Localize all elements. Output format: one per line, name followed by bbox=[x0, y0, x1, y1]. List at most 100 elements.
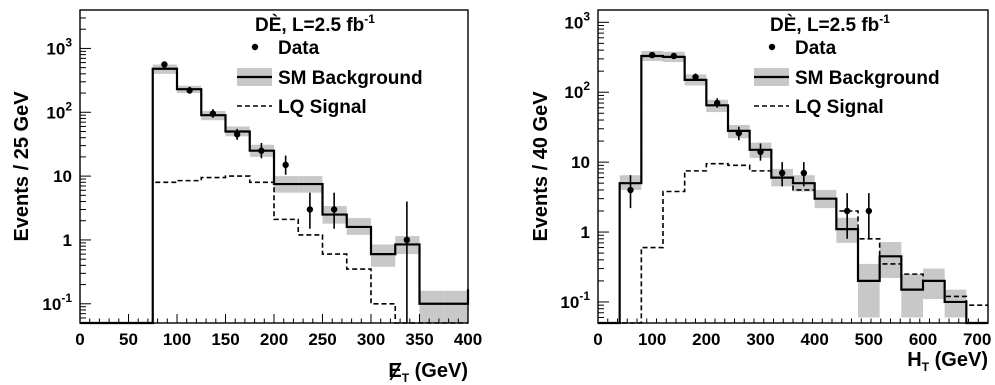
data-point bbox=[670, 52, 678, 60]
bkg-band-bin bbox=[923, 268, 945, 300]
background-line bbox=[80, 67, 470, 325]
y-tick-label: 10-1 bbox=[42, 291, 72, 314]
y-tick-base: 10 bbox=[53, 167, 72, 186]
x-tick-label: 0 bbox=[593, 330, 602, 349]
data-point bbox=[186, 87, 193, 94]
background-line bbox=[598, 54, 988, 325]
legend-title: DÈ, L=2.5 fb-1 bbox=[770, 12, 890, 36]
data-point bbox=[648, 51, 656, 59]
data-point bbox=[865, 207, 873, 215]
x-tick-label: 600 bbox=[909, 330, 937, 349]
legend-data-marker bbox=[251, 43, 259, 51]
legend-title: DÈ, L=2.5 fb-1 bbox=[255, 12, 375, 36]
y-tick-base: 10 bbox=[560, 293, 579, 312]
x-tick-label: 300 bbox=[357, 330, 385, 349]
x-axis-label-main: H bbox=[907, 349, 921, 371]
bkg-band-bin bbox=[371, 244, 396, 267]
x-tick-label: 0 bbox=[75, 330, 84, 349]
x-tick-label: 300 bbox=[746, 330, 774, 349]
y-tick-label: 102 bbox=[564, 79, 590, 102]
data-point bbox=[627, 186, 634, 194]
data-point bbox=[735, 129, 743, 137]
y-axis-label: Events / 25 GeV bbox=[11, 91, 33, 242]
y-tick-exponent: 3 bbox=[65, 35, 72, 49]
x-tick-label: 150 bbox=[211, 330, 239, 349]
bkg-band-bin bbox=[858, 263, 880, 318]
data-point bbox=[800, 169, 808, 177]
y-tick-exponent: 2 bbox=[65, 99, 72, 113]
legend-data-label: Data bbox=[795, 38, 837, 59]
legend-sig-label: LQ Signal bbox=[278, 97, 367, 118]
x-axis-label-unit: (GeV) bbox=[409, 360, 468, 382]
x-tick-label: 100 bbox=[638, 330, 666, 349]
data-point bbox=[233, 131, 241, 138]
y-tick-label: 102 bbox=[46, 99, 72, 122]
chart-panel-2: 0 100 200 300 400 500 600 70010-1110102103Event… bbox=[530, 9, 991, 374]
y-tick-base: 10 bbox=[571, 153, 590, 172]
bkg-band-bin bbox=[944, 289, 967, 318]
y-tick-base: 10 bbox=[564, 83, 583, 102]
y-tick-label: 1 bbox=[63, 231, 72, 250]
bkg-band-bin bbox=[419, 290, 444, 323]
x-tick-label: 700 bbox=[963, 330, 991, 349]
x-tick-label: 50 bbox=[119, 330, 138, 349]
legend-title-text: DÈ, L=2.5 fb bbox=[255, 14, 364, 36]
y-tick-exponent: 2 bbox=[583, 79, 590, 93]
y-tick-label: 10 bbox=[53, 167, 72, 186]
x-axis-label: HT (GeV) bbox=[907, 349, 988, 374]
x-axis-label-sub: T bbox=[402, 371, 410, 385]
x-tick-label: 250 bbox=[308, 330, 336, 349]
data-point bbox=[258, 147, 265, 154]
x-axis-label-unit: (GeV) bbox=[929, 349, 988, 371]
y-tick-exponent: -1 bbox=[579, 289, 590, 303]
x-tick-label: 100 bbox=[163, 330, 191, 349]
x-tick-label: 200 bbox=[260, 330, 288, 349]
x-axis-label-sub: T bbox=[922, 360, 930, 374]
data-point bbox=[330, 206, 338, 213]
legend-sig-label: LQ Signal bbox=[795, 97, 884, 118]
data-point bbox=[161, 61, 168, 68]
data-point bbox=[209, 110, 217, 117]
x-tick-label: 400 bbox=[800, 330, 828, 349]
y-tick-label: 1 bbox=[581, 223, 590, 242]
data-point bbox=[282, 161, 289, 169]
x-tick-label: 200 bbox=[692, 330, 720, 349]
legend-bkg-label: SM Background bbox=[795, 68, 940, 89]
data-point bbox=[843, 207, 851, 215]
x-tick-label: 500 bbox=[855, 330, 883, 349]
y-tick-base: 10 bbox=[46, 103, 65, 122]
legend-data-label: Data bbox=[278, 38, 320, 59]
data-point bbox=[403, 236, 411, 244]
data-point bbox=[713, 99, 721, 107]
legend-data-marker bbox=[768, 43, 776, 51]
y-tick-base: 1 bbox=[63, 231, 72, 250]
data-point bbox=[692, 73, 699, 81]
y-tick-exponent: -1 bbox=[61, 291, 72, 305]
chart-panel-1: 0 50 100 150 200 250 300 350 40010-1110102103Eve… bbox=[11, 9, 482, 385]
y-tick-base: 1 bbox=[581, 223, 590, 242]
bkg-band-bin bbox=[879, 242, 902, 279]
x-tick-label: 400 bbox=[454, 330, 482, 349]
legend-title-sup: -1 bbox=[879, 12, 890, 26]
data-point bbox=[757, 148, 764, 156]
legend-title-text: DÈ, L=2.5 fb bbox=[770, 14, 879, 36]
y-tick-base: 10 bbox=[46, 39, 65, 58]
signal-line bbox=[80, 175, 468, 324]
y-axis-label: Events / 40 GeV bbox=[530, 91, 552, 242]
y-tick-label: 103 bbox=[46, 35, 72, 58]
y-tick-base: 10 bbox=[42, 295, 61, 314]
y-tick-label: 10-1 bbox=[560, 289, 590, 312]
y-tick-exponent: 3 bbox=[583, 9, 590, 23]
x-axis-label-slash bbox=[389, 362, 402, 381]
x-tick-label: 350 bbox=[405, 330, 433, 349]
bkg-band-bin bbox=[443, 290, 468, 323]
bkg-band-bin bbox=[901, 274, 923, 318]
data-point bbox=[778, 169, 786, 177]
y-tick-base: 10 bbox=[564, 13, 583, 32]
legend-bkg-label: SM Background bbox=[278, 68, 423, 89]
legend-title-sup: -1 bbox=[364, 12, 375, 26]
signal-line bbox=[598, 162, 988, 324]
